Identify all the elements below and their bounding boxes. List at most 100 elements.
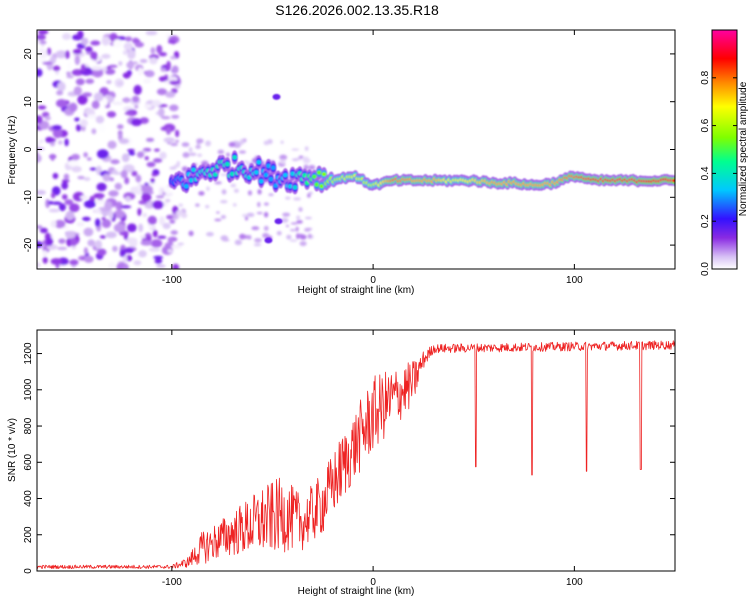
y-tick-label: -20 [23, 237, 34, 252]
spectrogram-ridge [168, 93, 675, 244]
ridge-core [270, 165, 276, 171]
noise-blob [91, 128, 97, 135]
spectrogram-x-label: Height of straight line (km) [298, 285, 415, 296]
ridge-core [282, 172, 288, 178]
noise-blob [158, 107, 165, 118]
noise-blob [99, 235, 106, 239]
noise-blob [102, 66, 108, 72]
figure-title: S126.2026.002.13.35.R18 [275, 2, 439, 18]
noise-blob [222, 238, 230, 242]
snr-x-label: Height of straight line (km) [298, 586, 415, 597]
noise-blob [110, 159, 120, 165]
noise-blob [104, 200, 113, 211]
noise-blob [91, 100, 100, 109]
noise-blob [112, 245, 118, 252]
noise-blob [226, 152, 230, 157]
noise-blob [299, 234, 307, 240]
noise-blob [77, 30, 84, 39]
noise-blob [80, 119, 88, 127]
noise-blob [291, 148, 300, 151]
noise-blob [102, 173, 111, 182]
noise-blob [37, 105, 47, 110]
y-tick-label: 0 [23, 568, 34, 574]
noise-blob [42, 256, 48, 264]
noise-blob [64, 138, 69, 147]
noise-blob [163, 201, 168, 207]
noise-blob [123, 42, 133, 51]
noise-blob [298, 155, 304, 159]
colorbar-label: Normalized spectral amplitude [738, 81, 749, 216]
noise-blob [189, 152, 197, 157]
noise-blob [124, 111, 134, 116]
ridge-core [266, 163, 271, 169]
noise-blob [62, 33, 72, 40]
noise-blob [114, 182, 123, 190]
noise-blob [47, 138, 57, 142]
noise-blob [307, 193, 311, 198]
x-tick-label: 0 [370, 275, 376, 286]
colorbar-tick-label: 0.4 [700, 166, 711, 180]
side-lobe [274, 218, 283, 225]
noise-blob [239, 233, 246, 240]
noise-blob [102, 97, 108, 106]
colorbar-ticks: 0.0 0.2 0.4 0.6 0.8 [700, 70, 737, 276]
noise-blob [83, 227, 94, 237]
noise-blob [205, 205, 210, 209]
noise-blob [75, 78, 85, 86]
noise-blob [220, 173, 229, 176]
side-lobe [272, 93, 281, 100]
noise-blob [46, 47, 52, 56]
snr-x-ticks: -100 0 100 [162, 330, 583, 588]
noise-blob [95, 218, 101, 228]
noise-blob [144, 156, 149, 161]
noise-blob [195, 203, 200, 207]
noise-blob [150, 239, 163, 248]
colorbar-tick-label: 0.6 [700, 118, 711, 132]
y-tick-label: -10 [23, 190, 34, 205]
noise-blob [101, 36, 110, 46]
noise-blob [181, 142, 190, 147]
ridge-core [188, 178, 194, 183]
x-tick-label: 0 [370, 577, 376, 588]
noise-blob [228, 142, 236, 148]
noise-blob [165, 91, 176, 98]
noise-blob [256, 211, 263, 215]
noise-blob [119, 249, 126, 258]
noise-blob [170, 244, 182, 249]
noise-blob [122, 97, 131, 103]
noise-blob [156, 264, 166, 268]
noise-blob [151, 36, 157, 43]
noise-blob [221, 189, 227, 195]
y-tick-label: 600 [23, 453, 34, 470]
noise-blob [120, 169, 128, 179]
noise-blob [196, 138, 204, 144]
noise-blob [67, 159, 80, 167]
ridge-core [321, 171, 327, 177]
noise-blob [37, 142, 41, 147]
noise-blob [45, 237, 54, 247]
noise-blob [176, 161, 181, 165]
noise-blob [71, 153, 80, 161]
noise-blob [37, 115, 43, 124]
noise-blob [122, 50, 128, 55]
noise-blob [166, 60, 171, 71]
noise-blob [85, 46, 93, 53]
noise-blob [151, 140, 160, 146]
noise-blob [169, 219, 176, 224]
noise-blob [263, 140, 270, 146]
x-tick-label: -100 [162, 577, 182, 588]
noise-blob [106, 111, 117, 118]
noise-blob [206, 232, 214, 237]
noise-blob [197, 153, 203, 157]
noise-blob [139, 234, 146, 239]
snr-frame [36, 329, 676, 572]
noise-blob [279, 154, 288, 160]
noise-blob [95, 115, 105, 124]
noise-blob [127, 148, 135, 153]
snr-panel: -100 0 100 0 200 400 600 800 1000 1200 Height of… [7, 329, 676, 597]
ridge-core [253, 170, 259, 175]
noise-blob [214, 181, 222, 185]
noise-blob [171, 65, 179, 74]
noise-blob [37, 68, 43, 77]
noise-blob [182, 152, 190, 158]
